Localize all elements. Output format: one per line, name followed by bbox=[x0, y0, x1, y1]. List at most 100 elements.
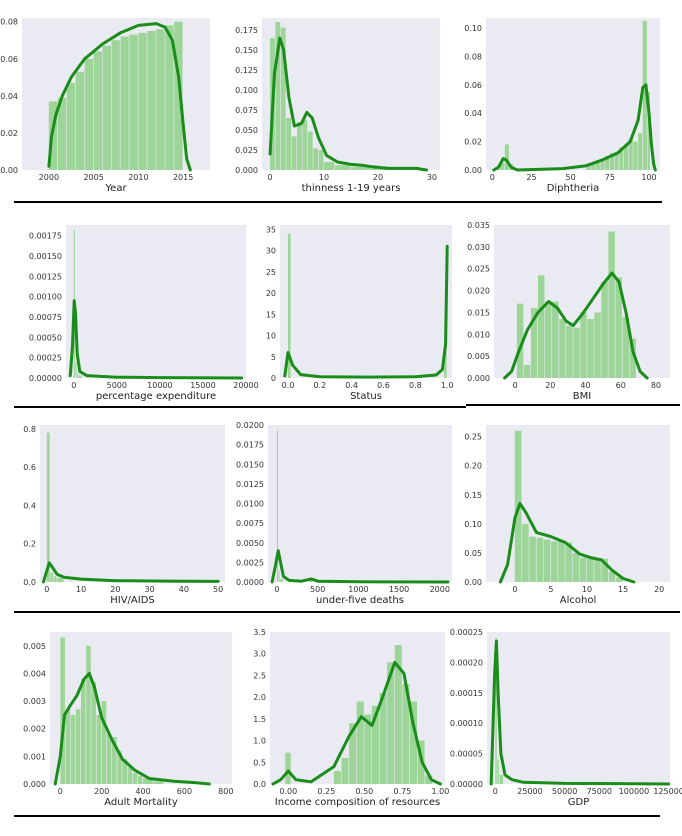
x-tick-label: 5 bbox=[548, 585, 553, 594]
hist-bar bbox=[552, 301, 559, 378]
y-tick-label: 0.08 bbox=[0, 18, 18, 27]
y-tick-label: 30 bbox=[266, 247, 276, 256]
kde-line bbox=[503, 271, 649, 380]
hist-bar bbox=[594, 312, 601, 378]
x-tick-label: 2005 bbox=[83, 173, 103, 182]
hist-bar bbox=[53, 576, 57, 582]
hist-bar bbox=[566, 325, 573, 378]
x-tick-label: 0.8 bbox=[409, 381, 422, 390]
hist-bar bbox=[65, 709, 71, 784]
hist-bar bbox=[57, 578, 64, 582]
x-axis-label: Year bbox=[104, 183, 127, 194]
plot-area bbox=[66, 225, 246, 378]
x-tick-label: 0.25 bbox=[317, 787, 335, 796]
y-tick-label: 15 bbox=[266, 310, 276, 319]
hist-bar bbox=[573, 327, 580, 378]
hist-bar bbox=[572, 552, 580, 582]
kde-line bbox=[53, 672, 211, 786]
hist-bar bbox=[497, 759, 499, 784]
y-tick-label: 0.000 bbox=[235, 166, 258, 175]
x-tick-label: 30 bbox=[427, 173, 437, 182]
hist-bar bbox=[78, 375, 82, 378]
hist-bar bbox=[622, 316, 629, 378]
y-tick-label: 0.005 bbox=[23, 642, 46, 651]
y-tick-label: 25 bbox=[266, 268, 276, 277]
x-axis-label: thinness 1-19 years bbox=[302, 183, 401, 194]
hist-bar bbox=[60, 637, 65, 784]
y-tick-label: 2.5 bbox=[253, 671, 266, 680]
subplot-7: 0.0 0.2 0.4 0.6 0.8 0 10 20 30 40 50 HIV/AIDS bbox=[23, 425, 225, 606]
x-axis-label: Status bbox=[350, 391, 382, 402]
subplot-5: 0 5 10 15 20 25 30 35 0.0 0.2 0.4 0.6 0.8 1.0 Status bbox=[266, 225, 454, 402]
hist-bar bbox=[307, 131, 313, 170]
y-tick-label: 0.8 bbox=[23, 425, 36, 434]
hist-bar bbox=[276, 430, 278, 582]
hist-bar bbox=[550, 541, 558, 582]
hist-bar bbox=[516, 303, 524, 378]
subplot-8: 0.0000 0.0025 0.0050 0.0075 0.0100 0.0125 0.01… bbox=[236, 421, 452, 606]
hist-bar bbox=[601, 281, 608, 378]
hist-bar bbox=[91, 681, 96, 784]
y-tick-label: 0.035 bbox=[467, 221, 490, 230]
y-tick-label: 0.0175 bbox=[236, 441, 264, 450]
x-tick-label: 10 bbox=[582, 585, 592, 594]
hist-bar bbox=[587, 557, 594, 582]
hist-bar bbox=[156, 29, 165, 171]
x-tick-label: 0.00 bbox=[279, 787, 297, 796]
hist-bar bbox=[600, 158, 605, 170]
hist-bar bbox=[287, 233, 291, 378]
x-tick-label: 50 bbox=[213, 585, 223, 594]
x-tick-label: 50000 bbox=[552, 787, 577, 796]
x-tick-label: 800 bbox=[218, 787, 233, 796]
hist-bar bbox=[647, 91, 650, 170]
hist-bar bbox=[586, 165, 591, 170]
y-tick-label: 20 bbox=[266, 289, 276, 298]
y-tick-label: 0.100 bbox=[235, 86, 258, 95]
x-tick-label: 0.2 bbox=[313, 381, 326, 390]
y-tick-label: 0.00175 bbox=[29, 232, 62, 241]
x-tick-label: 200 bbox=[94, 787, 109, 796]
y-tick-label: 0.0050 bbox=[236, 539, 264, 548]
y-tick-label: 0.025 bbox=[467, 265, 490, 274]
y-tick-label: 0.00020 bbox=[450, 658, 483, 667]
hist-bar bbox=[81, 678, 86, 784]
hist-bar bbox=[138, 32, 147, 170]
x-tick-label: 80 bbox=[651, 381, 661, 390]
hist-bar bbox=[444, 346, 447, 378]
y-tick-label: 0.15 bbox=[464, 491, 482, 500]
x-tick-label: 1000 bbox=[348, 585, 368, 594]
y-tick-label: 0.175 bbox=[235, 26, 258, 35]
hist-bar bbox=[127, 767, 133, 784]
y-tick-label: 0.04 bbox=[464, 109, 482, 118]
hist-bar bbox=[291, 136, 297, 170]
y-tick-label: 0.025 bbox=[235, 146, 258, 155]
hist-bar bbox=[132, 772, 138, 784]
subplot-10: 0.000 0.001 0.002 0.003 0.004 0.005 0 200 400 600… bbox=[23, 632, 233, 808]
hist-bar bbox=[111, 40, 120, 171]
y-tick-label: 0.001 bbox=[23, 752, 46, 761]
x-tick-label: 600 bbox=[177, 787, 192, 796]
subplot-6: 0.000 0.005 0.010 0.015 0.020 0.025 0.030 0.035… bbox=[467, 221, 670, 402]
hist-bar bbox=[75, 709, 81, 784]
y-tick-label: 0.00025 bbox=[29, 354, 62, 363]
x-tick-label: 0.6 bbox=[377, 381, 390, 390]
x-tick-label: 0 bbox=[512, 585, 517, 594]
hist-bar bbox=[101, 701, 107, 784]
hist-bar bbox=[351, 166, 378, 170]
hist-bar bbox=[153, 781, 164, 784]
hist-bar bbox=[371, 705, 379, 784]
x-tick-label: 60 bbox=[616, 381, 626, 390]
y-tick-label: 0.004 bbox=[23, 669, 46, 678]
y-tick-label: 0.08 bbox=[464, 52, 482, 61]
hist-bar bbox=[324, 162, 335, 170]
y-tick-label: 0 bbox=[271, 374, 276, 383]
hist-bar bbox=[286, 118, 292, 170]
x-tick-label: 20 bbox=[110, 585, 120, 594]
y-tick-label: 0.030 bbox=[467, 243, 490, 252]
hist-bar bbox=[538, 275, 545, 378]
subplot-11: 0.0 0.5 1.0 1.5 2.0 2.5 3.0 3.5 0.00 0.25 0.50 0.75… bbox=[253, 628, 449, 808]
hist-bar bbox=[529, 536, 536, 582]
x-tick-label: 25000 bbox=[517, 787, 542, 796]
hist-bar bbox=[605, 155, 610, 170]
hist-bar bbox=[285, 752, 291, 784]
